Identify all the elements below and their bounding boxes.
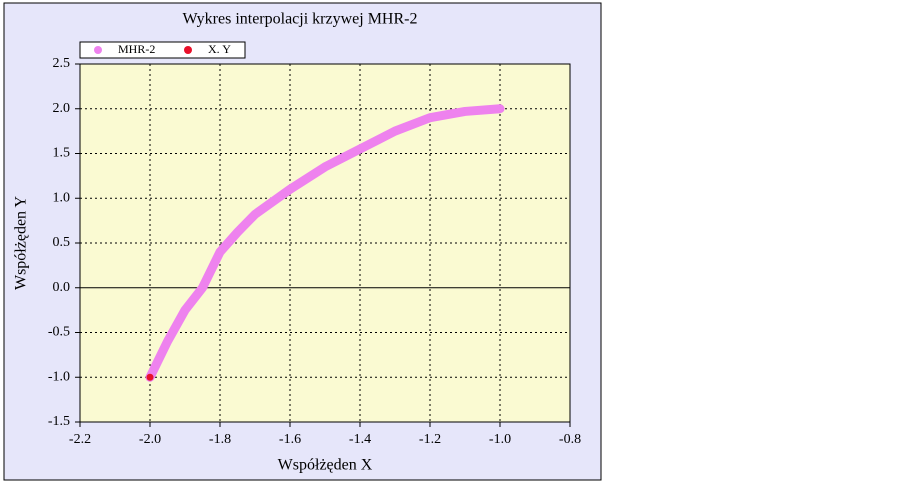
x-tick-label: -1.8 [209, 432, 231, 447]
legend-box [79, 41, 246, 59]
y-tick-label: 1.0 [53, 190, 71, 205]
x-tick-label: -0.8 [559, 432, 581, 447]
x-axis-title: Współżęden X [278, 457, 373, 474]
y-tick-label: 0.5 [53, 235, 71, 250]
y-axis-title: Współżęden Y [13, 196, 30, 290]
plot-border [79, 63, 571, 423]
x-tick-label: -1.0 [489, 432, 511, 447]
x-tick-label: -2.2 [69, 432, 91, 447]
y-tick-label: -1.5 [48, 414, 70, 429]
x-tick-label: -1.4 [349, 432, 371, 447]
x-tick-label: -2.0 [139, 432, 161, 447]
y-tick-label: 2.0 [53, 101, 71, 116]
y-tick-label: 1.5 [53, 146, 71, 161]
x-tick-label: -1.2 [419, 432, 441, 447]
data-point [146, 373, 154, 381]
y-tick-label: -1.0 [48, 369, 70, 384]
y-tick-label: 0.0 [53, 280, 71, 295]
chart-title: Wykres interpolacji krzywej MHR-2 [183, 11, 418, 28]
legend-label: MHR-2 [118, 42, 155, 56]
series-curve [145, 104, 505, 382]
y-tick-label: -0.5 [48, 325, 70, 340]
legend-marker [94, 46, 102, 54]
y-tick-label: 2.5 [53, 56, 71, 71]
x-tick-label: -1.6 [279, 432, 301, 447]
legend-label: X. Y [208, 42, 231, 56]
legend-marker [184, 46, 192, 54]
